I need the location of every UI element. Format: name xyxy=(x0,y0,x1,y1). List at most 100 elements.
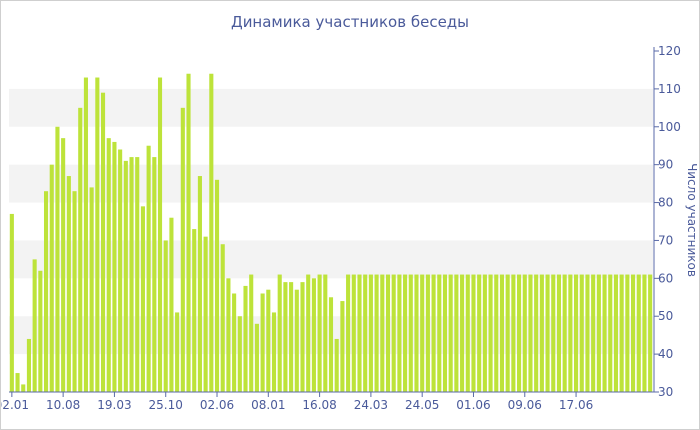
bar xyxy=(448,274,453,392)
bar xyxy=(317,274,322,392)
bar xyxy=(100,92,106,392)
bar xyxy=(175,312,180,392)
y-axis: 30 40 50 60 70 80 90 100 110 120 xyxy=(653,44,681,399)
y-tick-label: 70 xyxy=(658,233,673,247)
x-tick-label: 25.10 xyxy=(149,398,183,412)
bar xyxy=(135,157,140,392)
bar xyxy=(556,274,562,392)
bar xyxy=(511,274,516,392)
bar xyxy=(414,274,419,392)
bar xyxy=(32,259,37,392)
bar xyxy=(266,289,271,392)
x-tick-label: 24.03 xyxy=(354,398,388,412)
y-tick-label: 40 xyxy=(658,347,673,361)
bar xyxy=(425,274,430,392)
bar xyxy=(562,274,567,392)
bar xyxy=(585,274,590,392)
bar xyxy=(494,274,499,392)
bar xyxy=(271,312,277,392)
x-tick-label: 24.05 xyxy=(405,398,439,412)
bar xyxy=(602,274,607,392)
bar xyxy=(21,384,26,392)
bar xyxy=(334,338,339,392)
x-tick-label: 09.06 xyxy=(508,398,542,412)
bar xyxy=(123,160,128,392)
bar xyxy=(186,73,191,392)
bar xyxy=(368,274,373,392)
bar xyxy=(437,274,442,392)
x-tick-label: 19.03 xyxy=(97,398,131,412)
bar xyxy=(642,274,647,392)
bar xyxy=(220,244,225,392)
y-tick-label: 80 xyxy=(658,196,673,210)
y-tick-label: 60 xyxy=(658,271,673,285)
x-tick-label: 02.01 xyxy=(1,398,29,412)
bar xyxy=(391,274,396,392)
grid-band xyxy=(9,240,653,279)
bar xyxy=(294,289,299,392)
bar xyxy=(254,323,259,392)
bar xyxy=(323,274,328,392)
bar xyxy=(43,191,49,392)
bar xyxy=(214,179,220,392)
bar xyxy=(277,274,282,392)
bar xyxy=(9,213,14,392)
bar xyxy=(38,270,43,392)
bar xyxy=(579,274,584,392)
y-tick-label: 110 xyxy=(658,82,681,96)
bar xyxy=(232,293,237,392)
bar xyxy=(403,274,408,392)
bar xyxy=(482,274,487,392)
bar xyxy=(180,107,185,392)
bar xyxy=(197,176,202,392)
bar xyxy=(66,176,71,392)
bar xyxy=(505,274,510,392)
bar xyxy=(385,274,391,392)
bar xyxy=(648,274,653,392)
bar xyxy=(306,274,311,392)
bar xyxy=(363,274,368,392)
bar xyxy=(619,274,624,392)
bar xyxy=(89,187,94,392)
bar xyxy=(374,274,379,392)
y-tick-label: 120 xyxy=(658,44,681,58)
bar xyxy=(237,316,242,392)
bar xyxy=(460,274,465,392)
bar xyxy=(163,240,168,392)
bar xyxy=(534,274,539,392)
bar xyxy=(397,274,402,392)
bar xyxy=(357,274,362,392)
bar xyxy=(311,278,316,392)
bar xyxy=(596,274,601,392)
bar xyxy=(283,282,288,392)
bar-series xyxy=(9,73,653,393)
bar xyxy=(471,274,476,392)
x-axis: 02.01 10.08 19.03 25.10 02.06 08.01 16.08 24.03… xyxy=(1,391,654,412)
bar xyxy=(517,274,522,392)
grid-band xyxy=(9,88,653,127)
bar xyxy=(431,274,436,392)
bar xyxy=(55,126,60,393)
y-tick-label: 30 xyxy=(658,385,673,399)
bar xyxy=(328,297,334,392)
y-tick-label: 100 xyxy=(658,120,681,134)
bar xyxy=(477,274,482,392)
y-axis-title: Число участников xyxy=(685,163,699,277)
bar xyxy=(631,274,636,392)
bar xyxy=(152,157,157,392)
bar xyxy=(408,274,413,392)
bar xyxy=(289,282,294,392)
bar xyxy=(118,149,123,392)
x-tick-label: 01.06 xyxy=(456,398,490,412)
bar xyxy=(226,278,231,392)
x-tick-label: 10.08 xyxy=(46,398,80,412)
bar xyxy=(454,274,459,392)
bar xyxy=(260,293,265,392)
bar xyxy=(465,274,470,392)
bar xyxy=(209,73,214,392)
x-tick-label: 08.01 xyxy=(251,398,285,412)
chart-title: Динамика участников беседы xyxy=(230,13,470,31)
bar xyxy=(499,274,505,392)
bar xyxy=(26,338,31,392)
